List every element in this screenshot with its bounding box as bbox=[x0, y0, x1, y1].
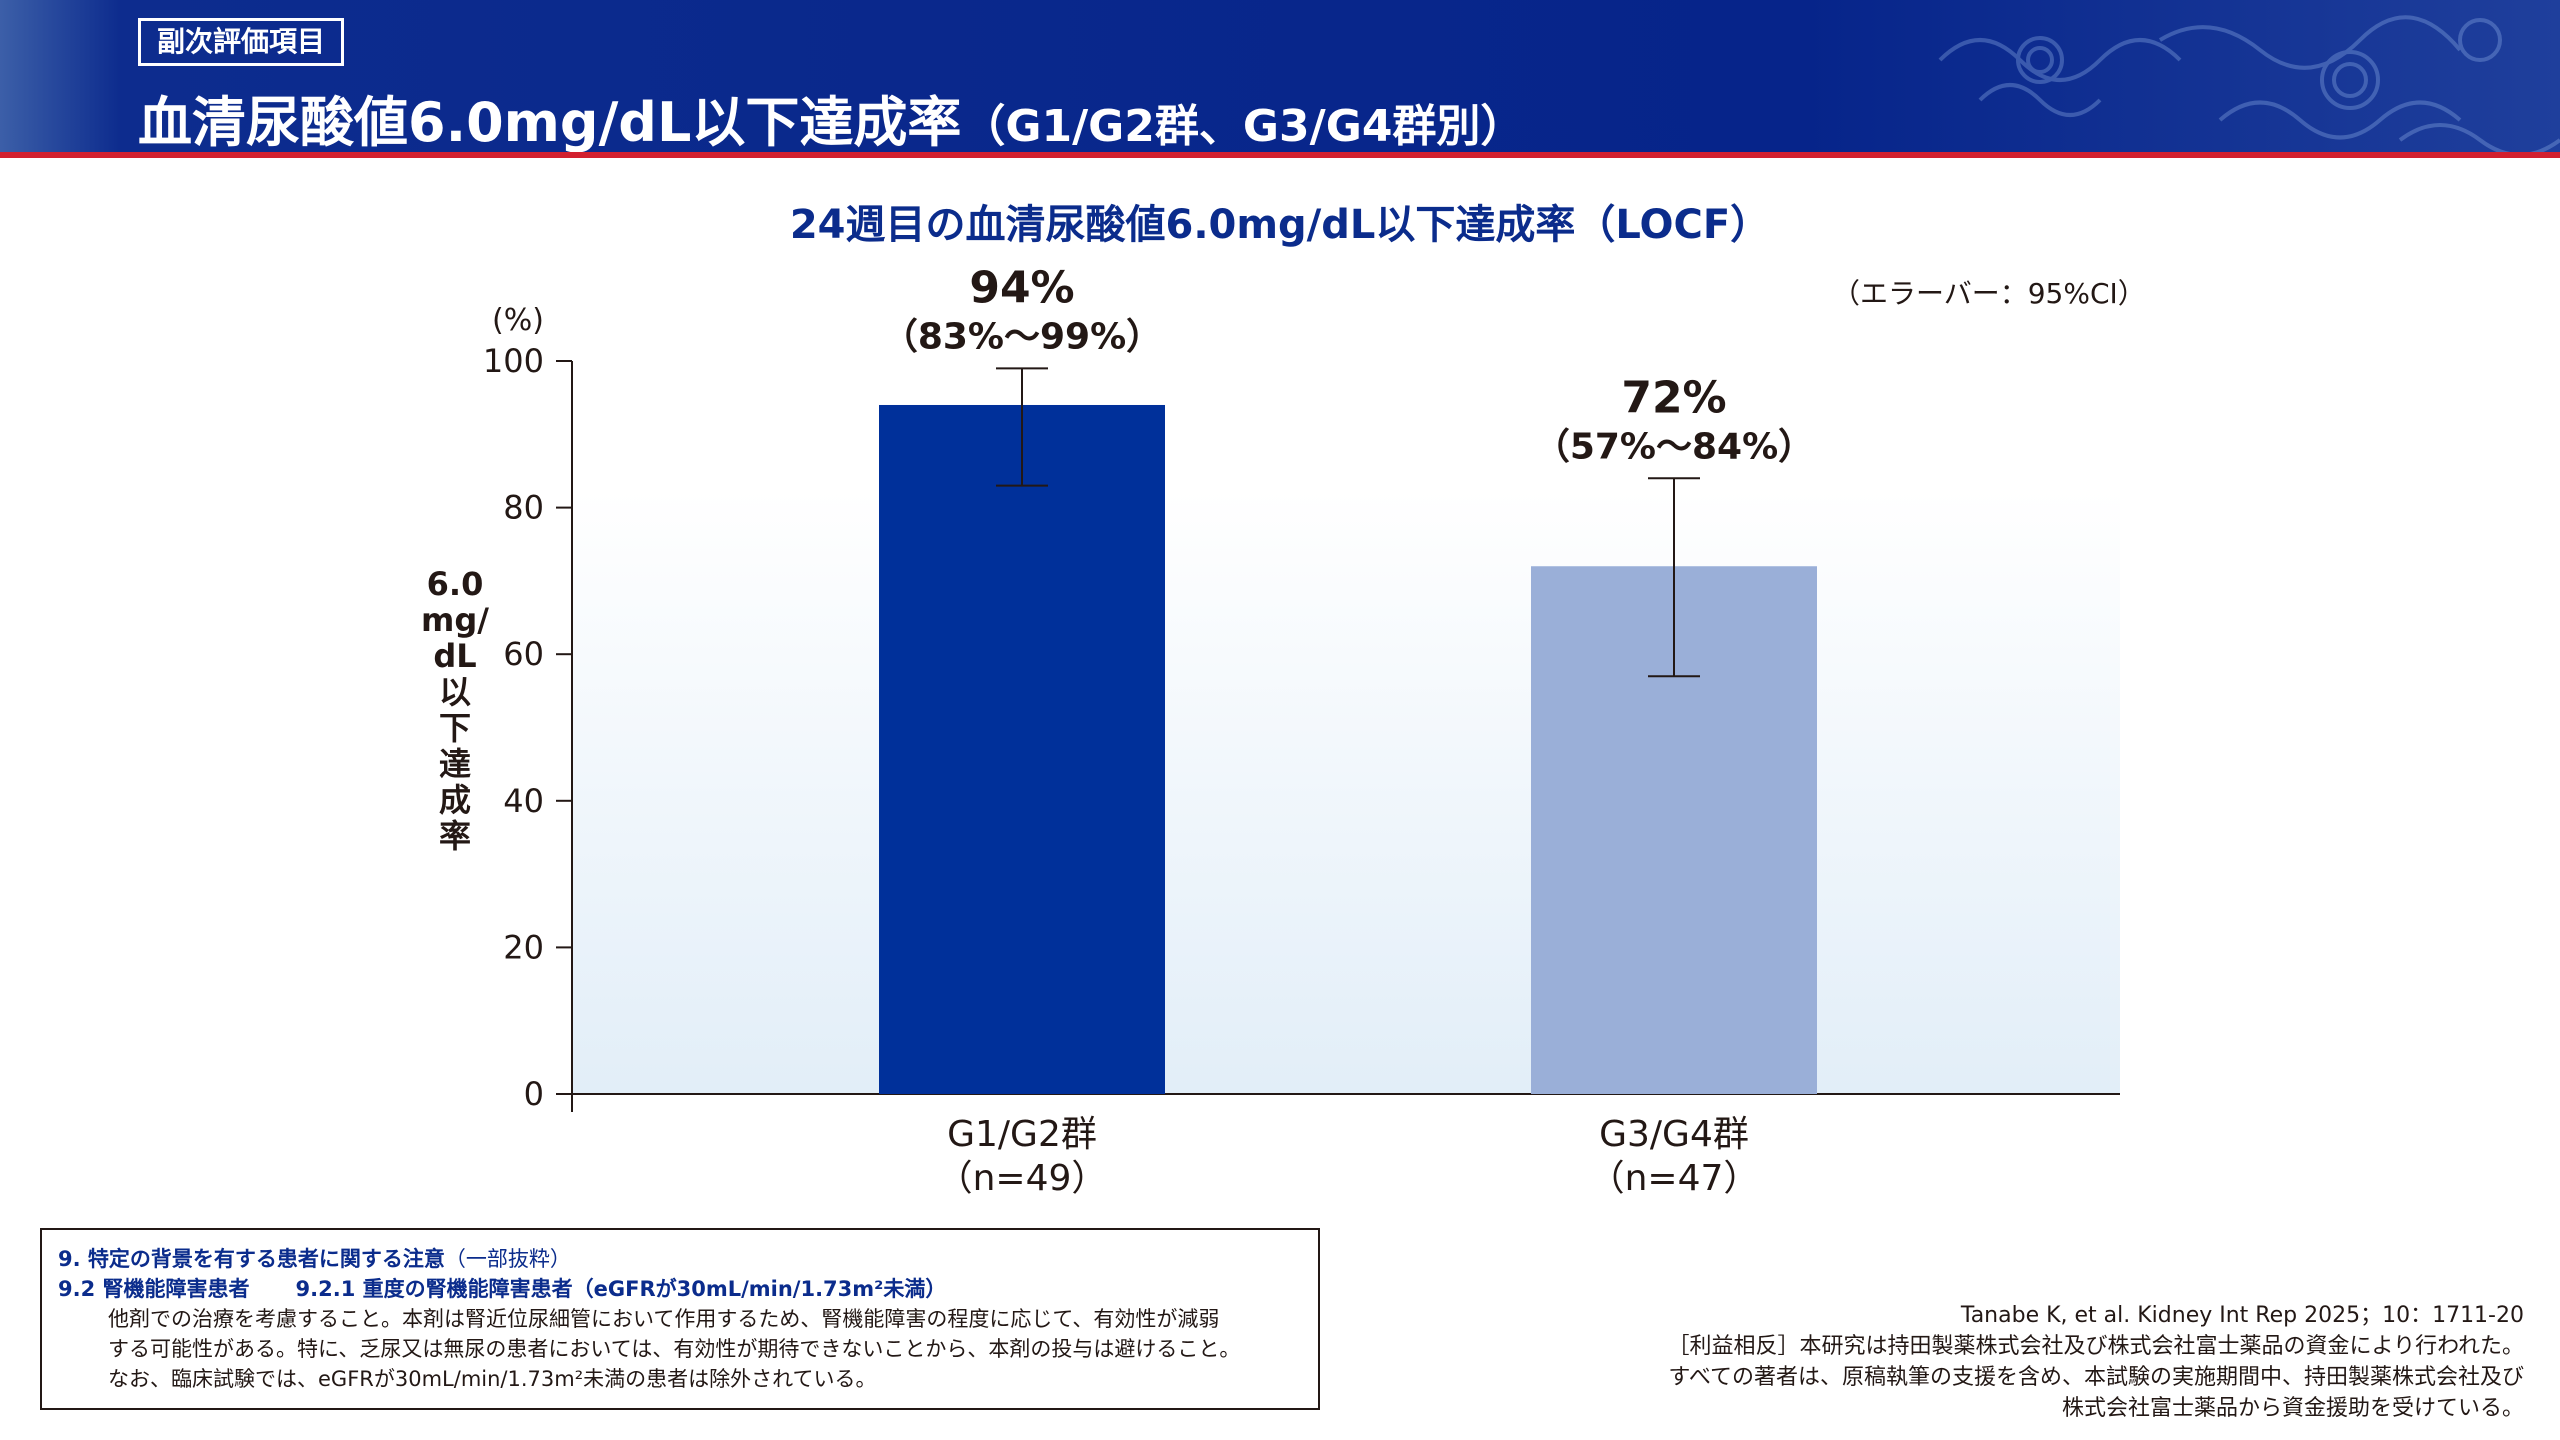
bar-chart: (%) 0 20 40 60 80 100 94%（83%〜99%） G1/G2群（n=49）… bbox=[483, 262, 2120, 1199]
ci-label: （57%〜84%） bbox=[1534, 426, 1814, 467]
y-tick-label: 100 bbox=[483, 342, 544, 380]
precaution-body-3: なお、臨床試験では、eGFRが30mL/min/1.73m²未満の患者は除外され… bbox=[108, 1367, 877, 1391]
y-axis-label-part: 以 bbox=[438, 673, 471, 711]
coi-line-1: ［利益相反］本研究は持田製薬株式会社及び株式会社富士薬品の資金により行われた。 bbox=[1667, 1334, 2524, 1359]
y-axis-unit: (%) bbox=[492, 303, 544, 338]
y-axis-label: 6.0 mg/dL 以下達成率 bbox=[412, 566, 498, 854]
y-tick-label: 60 bbox=[503, 635, 544, 673]
value-label: 94% bbox=[969, 262, 1074, 313]
category-n-label: （n=49） bbox=[937, 1158, 1108, 1199]
coi-line-3: 株式会社富士薬品から資金援助を受けている。 bbox=[2061, 1396, 2524, 1421]
precaution-heading-bold: 9. 特定の背景を有する患者に関する注意 bbox=[58, 1247, 445, 1271]
y-tick-label: 80 bbox=[503, 489, 544, 527]
ci-label: （83%〜99%） bbox=[882, 316, 1162, 357]
reference-block: Tanabe K, et al. Kidney Int Rep 2025；10：… bbox=[1668, 1300, 2524, 1424]
value-label: 72% bbox=[1621, 372, 1726, 423]
y-axis-label-part: 6.0 bbox=[426, 565, 484, 603]
citation: Tanabe K, et al. Kidney Int Rep 2025；10：… bbox=[1960, 1303, 2524, 1328]
y-axis-label-part: 達 bbox=[438, 745, 471, 783]
plot-background bbox=[572, 490, 2120, 1094]
y-tick-label: 20 bbox=[503, 928, 544, 966]
y-axis-label-part: 率 bbox=[438, 817, 471, 855]
precaution-heading-note: （一部抜粋） bbox=[444, 1247, 571, 1271]
y-tick-label: 40 bbox=[503, 782, 544, 820]
wave-pattern-decoration bbox=[1938, 15, 2560, 156]
page-title-main: 血清尿酸値6.0mg/dL以下達成率 bbox=[138, 91, 962, 154]
coi-line-2: すべての著者は、原稿執筆の支援を含め、本試験の実施期間中、持田製薬株式会社及び bbox=[1668, 1365, 2524, 1390]
precaution-body-2: する可能性がある。特に、乏尿又は無尿の患者においては、有効性が期待できないことか… bbox=[108, 1337, 1241, 1361]
precaution-heading: 9. 特定の背景を有する患者に関する注意（一部抜粋） bbox=[58, 1244, 1318, 1274]
chart-title: 24週目の血清尿酸値6.0mg/dL以下達成率（LOCF） bbox=[789, 202, 1771, 248]
precaution-sub-b: 9.2.1 重度の腎機能障害患者（eGFRが30mL/min/1.73m²未満） bbox=[295, 1277, 947, 1301]
precaution-box: 9. 特定の背景を有する患者に関する注意（一部抜粋） 9.2 腎機能障害患者 9.… bbox=[40, 1228, 1320, 1410]
category-label: G1/G2群 bbox=[947, 1114, 1097, 1155]
error-bar-note: （エラーバー：95%CI） bbox=[1832, 277, 2146, 310]
category-n-label: （n=47） bbox=[1589, 1158, 1760, 1199]
category-tag: 副次評価項目 bbox=[138, 18, 345, 66]
y-axis-label-part: 成 bbox=[438, 781, 471, 819]
y-axis-label-part: 下 bbox=[438, 709, 471, 747]
y-axis-label-part: mg/ bbox=[421, 601, 489, 639]
category-label: G3/G4群 bbox=[1599, 1114, 1749, 1155]
header-band: 副次評価項目 血清尿酸値6.0mg/dL以下達成率（G1/G2群、G3/G4群別… bbox=[0, 0, 2560, 156]
precaution-sub-a: 9.2 腎機能障害患者 bbox=[58, 1277, 250, 1301]
header-red-rule bbox=[0, 152, 2560, 158]
precaution-subheading: 9.2 腎機能障害患者 9.2.1 重度の腎機能障害患者（eGFRが30mL/mi… bbox=[58, 1274, 1318, 1304]
page-title-sub: （G1/G2群、G3/G4群別） bbox=[961, 101, 1525, 152]
bar bbox=[879, 404, 1165, 1095]
y-tick-label: 0 bbox=[524, 1075, 544, 1113]
page-title: 血清尿酸値6.0mg/dL以下達成率（G1/G2群、G3/G4群別） bbox=[138, 78, 1524, 157]
precaution-body-1: 他剤での治療を考慮すること。本剤は腎近位尿細管において作用するため、腎機能障害の… bbox=[108, 1307, 1220, 1331]
y-axis-label-part: dL bbox=[433, 637, 477, 675]
